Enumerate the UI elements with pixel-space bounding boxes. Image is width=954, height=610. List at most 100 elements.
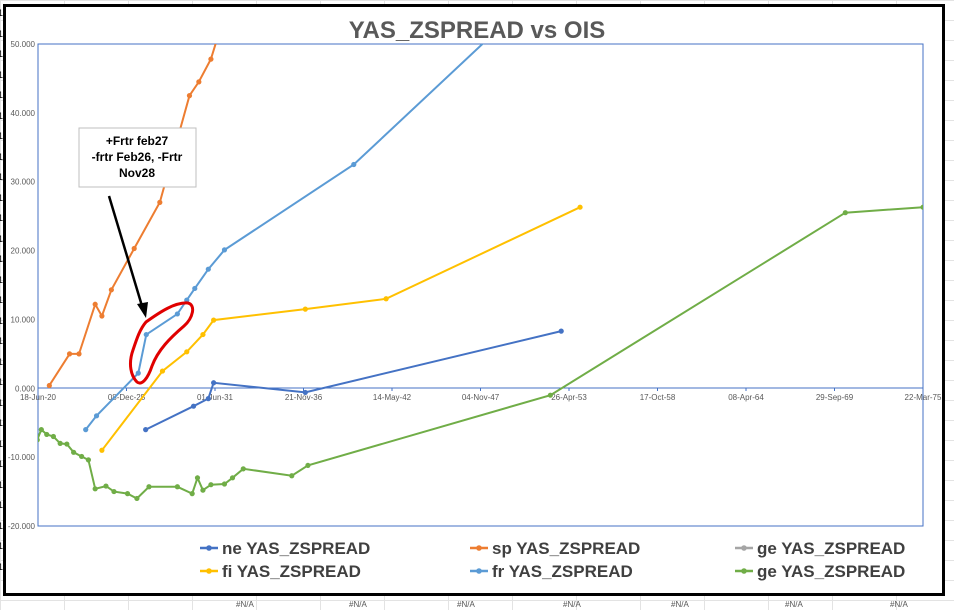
row-number: 1 <box>0 110 4 121</box>
row-number: 1 <box>0 459 4 469</box>
row-number: 1 <box>0 8 4 18</box>
data-point <box>221 481 228 487</box>
row-number: 1 <box>0 541 4 551</box>
legend-label: sp YAS_ZSPREAD <box>492 539 640 558</box>
data-point <box>79 453 85 460</box>
na-cell: #N/A <box>785 600 803 609</box>
x-tick-label: 04-Nov-47 <box>462 393 500 402</box>
row-number: 1 <box>0 500 4 510</box>
data-point <box>289 473 295 479</box>
y-tick-label: -10.000 <box>8 453 36 462</box>
data-point <box>99 313 105 319</box>
data-point <box>143 331 149 338</box>
data-point <box>76 351 82 357</box>
data-point <box>208 482 214 488</box>
data-point <box>92 486 98 492</box>
data-point <box>157 199 163 205</box>
x-tick-label: 01-Jun-31 <box>197 393 234 402</box>
data-point <box>205 396 211 402</box>
x-tick-label: 26-Apr-53 <box>551 393 587 402</box>
legend-marker <box>741 568 747 574</box>
data-point <box>64 441 70 447</box>
x-tick-label: 08-Apr-64 <box>728 393 764 402</box>
x-tick-label: 17-Oct-58 <box>640 393 676 402</box>
data-point <box>134 495 140 502</box>
data-point <box>189 491 195 497</box>
row-number: 1 <box>0 479 4 490</box>
data-point <box>143 427 149 433</box>
row-number: 1 <box>0 356 4 367</box>
row-number: 1 <box>0 520 4 531</box>
plot-area-border <box>37 43 924 527</box>
na-cell: #N/A <box>349 600 367 609</box>
callout-text: -frtr Feb26, -Frtr <box>92 150 183 164</box>
legend-marker <box>206 545 212 551</box>
data-point <box>131 245 137 252</box>
row-header-strip: 1 1 1 1 1 1 1 1 1 1 1 1 1 1 1 1 1 1 1 1 1 1 1 1 1 1 1 1 <box>0 0 4 610</box>
chart-area[interactable] <box>3 4 945 596</box>
row-number: 1 <box>0 131 4 141</box>
data-point <box>85 457 92 463</box>
data-point <box>192 285 198 292</box>
series-line <box>84 44 484 431</box>
callout-text: +Frtr feb27 <box>106 134 169 148</box>
data-point <box>208 56 214 62</box>
data-point <box>108 287 114 293</box>
x-tick-label: 08-Dec-25 <box>108 393 146 402</box>
row-number: 1 <box>0 377 4 387</box>
legend-marker <box>206 568 212 574</box>
data-point <box>184 349 190 355</box>
data-point <box>351 161 357 168</box>
y-tick-label: -20.000 <box>8 522 36 531</box>
data-point <box>103 483 109 489</box>
legend-marker <box>476 545 482 551</box>
row-number: 1 <box>0 192 4 203</box>
y-tick-label: 20.000 <box>11 247 36 256</box>
na-cell: #N/A <box>671 600 689 609</box>
data-point <box>186 93 193 99</box>
data-point <box>196 79 202 85</box>
data-point <box>229 475 236 481</box>
callout-arrowhead <box>137 302 148 318</box>
series-line <box>145 330 562 431</box>
x-tick-label: 22-Mar-75 <box>905 393 942 402</box>
legend-label: ge YAS_ZSPREAD <box>757 562 905 581</box>
data-point <box>200 331 206 338</box>
highlight-loop <box>128 301 195 385</box>
data-point <box>200 487 206 493</box>
row-number: 1 <box>0 336 4 346</box>
chart-title: YAS_ZSPREAD vs OIS <box>349 17 606 44</box>
row-number: 1 <box>0 151 4 162</box>
x-tick-label: 21-Nov-36 <box>285 393 323 402</box>
y-tick-label: 30.000 <box>11 178 36 187</box>
data-point <box>305 462 311 469</box>
legend-label: fr YAS_ZSPREAD <box>492 562 633 581</box>
x-tick-label: 18-Jun-20 <box>20 393 57 402</box>
data-point <box>842 210 848 216</box>
legend-label: ne YAS_ZSPREAD <box>222 539 370 558</box>
data-point <box>111 488 117 495</box>
data-point <box>174 484 180 490</box>
data-point <box>211 317 217 323</box>
callout-text: Nov28 <box>119 166 155 180</box>
data-point <box>99 447 105 453</box>
data-point <box>57 440 63 446</box>
data-point <box>159 368 166 374</box>
legend-marker <box>476 568 482 574</box>
data-point <box>50 433 56 440</box>
data-point <box>190 403 197 409</box>
na-cell: #N/A <box>890 600 908 609</box>
data-point <box>215 35 220 40</box>
row-number: 1 <box>0 561 4 572</box>
series-line <box>38 206 923 500</box>
x-tick-label: 14-May-42 <box>373 393 412 402</box>
y-tick-label: 10.000 <box>11 315 36 324</box>
data-point <box>383 296 389 302</box>
data-point <box>71 449 77 455</box>
row-number: 1 <box>0 69 4 80</box>
data-point <box>135 370 141 376</box>
data-point <box>44 431 50 438</box>
callout-box <box>78 127 197 188</box>
data-point <box>38 437 40 443</box>
